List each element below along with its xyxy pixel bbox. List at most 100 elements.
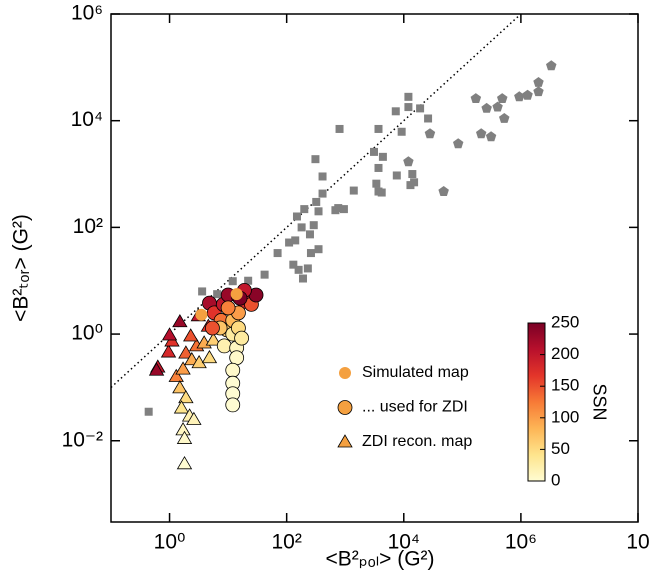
point	[205, 332, 222, 346]
point	[303, 264, 312, 273]
point	[403, 156, 414, 167]
colorbar-tick-label: 250	[551, 312, 579, 331]
point	[291, 236, 300, 245]
x-tick-label: 10⁰	[154, 531, 186, 554]
point	[229, 350, 245, 366]
point	[335, 124, 344, 133]
point	[172, 313, 188, 328]
legend-marker	[337, 434, 353, 448]
point	[306, 249, 315, 258]
point	[372, 179, 381, 188]
point	[377, 188, 386, 197]
point	[294, 265, 303, 274]
point	[470, 93, 482, 103]
point	[144, 407, 153, 416]
point	[416, 104, 425, 113]
point	[349, 186, 358, 195]
y-tick-label: 10⁴	[71, 108, 103, 131]
point	[183, 328, 199, 342]
y-axis-label: <B²ₜₒᵣ> (G²)	[10, 214, 33, 322]
legend-marker	[339, 367, 351, 379]
point	[424, 114, 433, 123]
point	[522, 89, 533, 100]
point	[225, 362, 241, 378]
point	[485, 131, 497, 142]
colorbar-tick-label: 200	[551, 344, 579, 363]
point	[406, 181, 415, 190]
point	[178, 389, 194, 404]
point	[186, 411, 202, 425]
point	[392, 171, 401, 180]
x-tick-label: 10	[626, 531, 649, 554]
point	[148, 362, 165, 376]
colorbar-tick-label: 150	[551, 376, 579, 395]
point	[533, 77, 544, 87]
y-tick-label: 10⁶	[71, 2, 103, 25]
point	[404, 92, 413, 101]
point	[397, 127, 406, 136]
point	[369, 147, 378, 156]
x-tick-label: 10⁶	[505, 531, 537, 554]
point	[213, 290, 222, 299]
point	[546, 60, 557, 71]
point	[216, 338, 232, 354]
point	[273, 249, 282, 258]
point	[404, 103, 413, 112]
point	[339, 205, 348, 214]
point	[476, 128, 487, 139]
point	[438, 186, 449, 196]
point	[244, 276, 253, 285]
point	[285, 238, 294, 247]
point	[220, 300, 236, 316]
point	[201, 349, 218, 364]
point	[391, 107, 400, 116]
point	[260, 270, 269, 279]
point	[198, 287, 207, 296]
colorbar-tick-label: 0	[551, 470, 560, 489]
plot-frame	[110, 13, 639, 523]
point	[533, 86, 544, 97]
point	[318, 189, 327, 198]
legend-label: Simulated map	[362, 364, 469, 381]
point	[228, 277, 237, 286]
point	[311, 155, 320, 164]
legend-label: ZDI recon. map	[362, 433, 472, 450]
point	[195, 308, 208, 321]
point	[172, 380, 188, 394]
point	[300, 205, 309, 214]
point	[161, 327, 178, 341]
point	[205, 320, 220, 336]
point	[289, 260, 298, 269]
point	[481, 102, 492, 113]
point	[424, 128, 436, 139]
point	[453, 138, 464, 149]
point	[230, 288, 243, 301]
point	[298, 274, 307, 283]
point	[408, 170, 417, 179]
point	[225, 397, 241, 413]
y-tick-label: 10⁻²	[62, 428, 103, 451]
point	[309, 221, 318, 230]
point	[173, 400, 190, 414]
point	[499, 113, 510, 123]
point	[514, 91, 525, 102]
point	[178, 345, 194, 359]
colorbar	[527, 322, 546, 482]
x-axis-label: <B²ₚₒₗ> (G²)	[325, 548, 434, 571]
legend-label: ... used for ZDI	[362, 399, 468, 416]
point	[305, 230, 314, 239]
point	[176, 456, 193, 470]
point	[374, 124, 383, 133]
point	[314, 245, 323, 254]
point	[175, 361, 191, 375]
colorbar-label: SSN	[589, 383, 609, 420]
y-tick-label: 10²	[73, 215, 103, 238]
point	[292, 212, 301, 221]
x-tick-label: 10⁴	[388, 531, 420, 554]
point	[234, 330, 250, 346]
point	[331, 206, 340, 215]
point	[160, 344, 177, 358]
point	[492, 101, 503, 112]
y-tick-label: 10⁰	[71, 322, 103, 345]
